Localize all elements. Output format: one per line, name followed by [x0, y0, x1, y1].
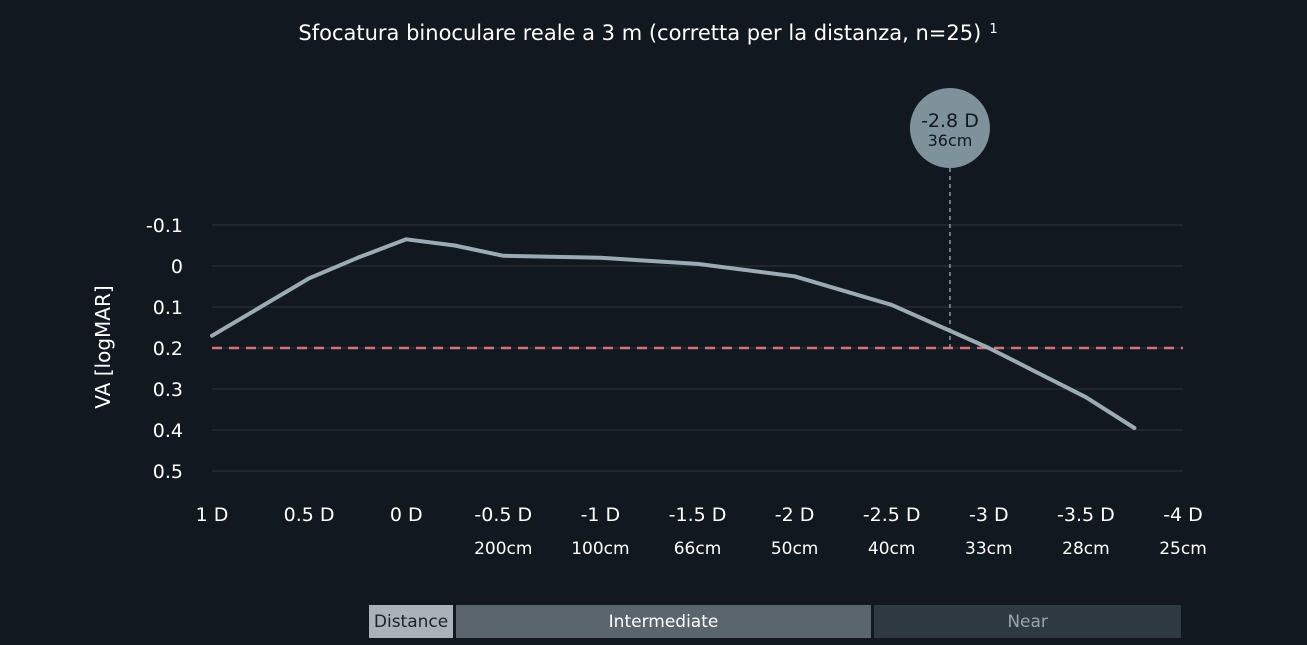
y-tick-label: 0.2	[153, 338, 183, 360]
x-tick-distance-label: 200cm	[474, 539, 532, 559]
x-tick-label: -2 D	[775, 504, 815, 526]
y-axis-ticks: -0.1 0 0.1 0.2 0.3 0.4 0.5	[146, 215, 183, 483]
x-tick-distance-label: 100cm	[571, 539, 629, 559]
x-tick-label: -2.5 D	[863, 504, 921, 526]
y-tick-label: -0.1	[146, 215, 183, 237]
y-tick-label: 0.5	[153, 461, 183, 483]
x-tick-distance-label: 25cm	[1159, 539, 1207, 559]
x-tick-distance-label: 50cm	[771, 539, 819, 559]
y-tick-label: 0.4	[153, 420, 183, 442]
y-tick-label: 0.1	[153, 297, 183, 319]
x-tick-label: -3 D	[969, 504, 1009, 526]
chart-title: Sfocatura binoculare reale a 3 m (corret…	[298, 21, 997, 45]
zone-intermediate: Intermediate	[456, 605, 871, 638]
x-tick-label: -3.5 D	[1057, 504, 1115, 526]
x-tick-label: -0.5 D	[474, 504, 532, 526]
x-tick-distance-label: 33cm	[965, 539, 1013, 559]
x-axis-ticks: 1 D 0.5 D 0 D -0.5 D 200cm -1 D 100cm -1.5 D 66c…	[196, 504, 1207, 559]
zone-near: Near	[873, 605, 1182, 638]
annotation-callout: -2.8 D 36cm	[909, 88, 990, 348]
y-tick-label: 0	[171, 256, 183, 278]
annotation-diopter: -2.8 D	[921, 110, 979, 132]
x-tick-label: 0 D	[390, 504, 423, 526]
x-tick-distance-label: 66cm	[674, 539, 722, 559]
x-tick-label: 1 D	[196, 504, 229, 526]
x-tick-label: -1.5 D	[669, 504, 727, 526]
y-axis-label: VA [logMAR]	[91, 285, 115, 408]
series-line	[210, 237, 1137, 430]
zone-distance: Distance	[368, 605, 454, 638]
y-tick-label: 0.3	[153, 379, 183, 401]
annotation-distance: 36cm	[928, 131, 973, 150]
x-tick-distance-label: 40cm	[868, 539, 916, 559]
x-tick-label: -1 D	[581, 504, 621, 526]
annotation-bubble	[909, 88, 990, 168]
x-tick-distance-label: 28cm	[1062, 539, 1110, 559]
x-tick-label: -4 D	[1163, 504, 1203, 526]
x-tick-label: 0.5 D	[284, 504, 335, 526]
